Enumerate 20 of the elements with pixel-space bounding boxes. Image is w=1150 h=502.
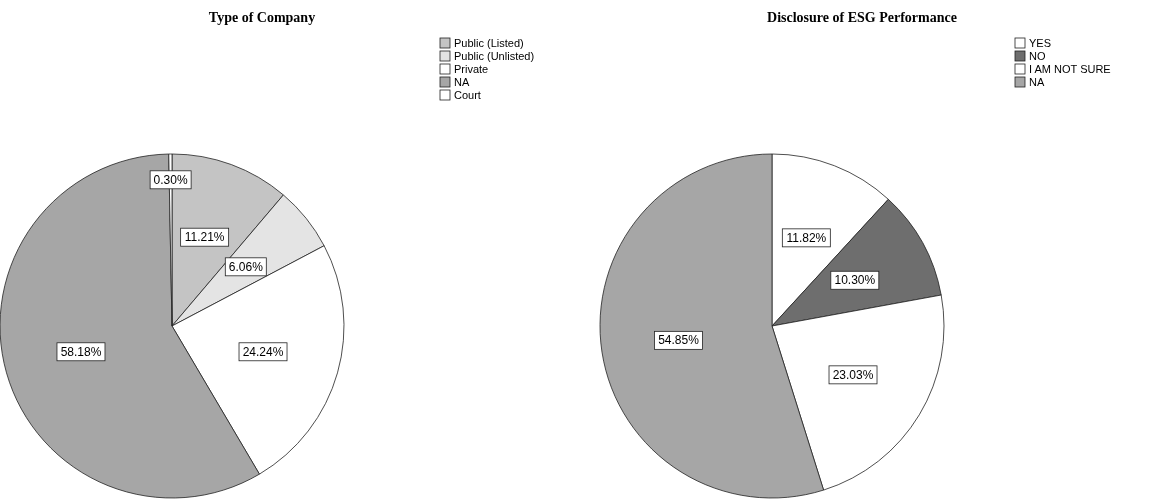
legend-label: Court [454, 89, 481, 101]
legend-label: YES [1029, 37, 1052, 49]
data-label: 0.30% [153, 172, 188, 187]
legend-label: Public (Unlisted) [454, 50, 535, 62]
data-label: 23.03% [832, 367, 874, 382]
data-label: 54.85% [658, 333, 700, 348]
data-label: 58.18% [60, 344, 102, 359]
chart-title: Type of Company [208, 10, 316, 25]
legend-label: NA [454, 76, 470, 88]
chart-title: Disclosure of ESG Performance [767, 10, 957, 25]
data-label: 24.24% [242, 344, 284, 359]
data-label: 11.21% [184, 230, 225, 245]
data-label: 10.30% [834, 273, 876, 288]
legend-label: Private [454, 63, 489, 75]
data-label: 6.06% [228, 259, 264, 274]
legend-label: Public (Listed) [454, 37, 524, 49]
legend-label: NA [1029, 76, 1045, 88]
legend-label: I AM NOT SURE [1029, 63, 1111, 75]
data-label: 11.82% [786, 230, 827, 245]
legend-label: NO [1029, 50, 1046, 62]
